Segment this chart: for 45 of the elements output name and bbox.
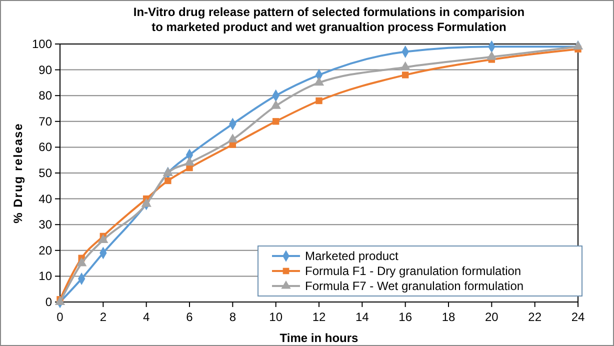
point <box>314 76 324 86</box>
point <box>272 118 280 125</box>
point <box>402 72 409 78</box>
x-tick-label: 12 <box>312 310 326 324</box>
y-tick-label: 90 <box>38 62 52 77</box>
point <box>400 61 410 70</box>
legend-label: Formula F1 - Dry granulation formulation <box>305 264 522 278</box>
y-tick-label: 60 <box>38 140 52 154</box>
x-tick-label: 20 <box>484 310 499 324</box>
y-tick-label: 80 <box>38 88 52 103</box>
y-tick-label: 10 <box>38 269 52 284</box>
y-tick-label: 0 <box>45 295 52 309</box>
point <box>228 134 238 142</box>
y-tick-label: 40 <box>38 192 52 206</box>
x-tick-label: 6 <box>186 310 194 324</box>
x-tick-label: 16 <box>398 310 412 324</box>
x-tick-label: 14 <box>355 310 370 324</box>
x-tick-label: 8 <box>229 310 236 324</box>
y-axis-title: % Drug release <box>11 122 25 224</box>
y-tick-label: 70 <box>38 114 52 128</box>
x-tick-label: 10 <box>269 310 283 324</box>
point <box>98 234 108 244</box>
x-tick-label: 18 <box>442 310 456 324</box>
legend-label: Formula F7 - Wet granulation formulation <box>305 279 524 293</box>
legend-label: Marketed product <box>305 249 400 263</box>
chart-title: In-Vitro drug release pattern of selected formulations in comparision to marketed product and wet granualtion process Formulation <box>133 5 525 34</box>
point <box>164 177 172 184</box>
x-tick-label: 4 <box>142 310 150 324</box>
x-tick-label: 0 <box>56 310 64 324</box>
point <box>76 257 87 266</box>
y-tick-label: 20 <box>38 243 52 258</box>
y-tick-label: 100 <box>32 37 52 51</box>
point <box>270 100 281 109</box>
x-axis-title: Time in hours <box>280 331 359 345</box>
point <box>184 156 195 166</box>
y-tick-label: 50 <box>38 166 52 180</box>
x-tick-label: 22 <box>528 310 542 324</box>
point <box>162 167 174 176</box>
x-tick-label: 2 <box>100 310 107 324</box>
point <box>141 198 152 207</box>
x-tick-label: 24 <box>571 310 585 324</box>
point <box>316 97 322 104</box>
point <box>486 51 497 60</box>
point <box>572 40 584 50</box>
y-tick-label: 30 <box>38 218 52 232</box>
